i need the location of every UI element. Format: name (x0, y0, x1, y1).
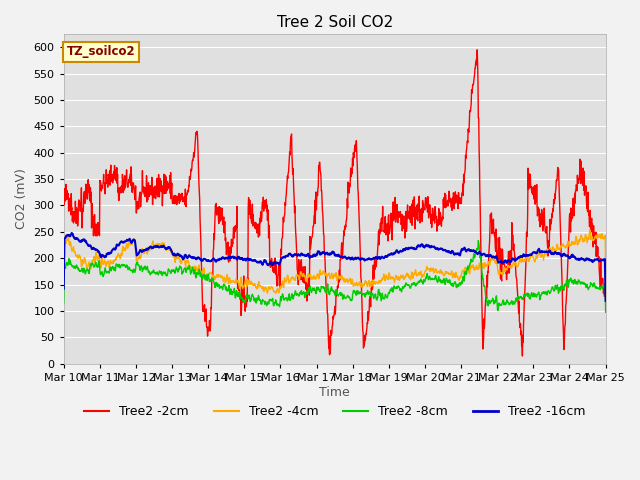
Text: TZ_soilco2: TZ_soilco2 (67, 46, 135, 59)
Title: Tree 2 Soil CO2: Tree 2 Soil CO2 (276, 15, 393, 30)
X-axis label: Time: Time (319, 385, 350, 398)
Y-axis label: CO2 (mV): CO2 (mV) (15, 168, 28, 229)
Legend: Tree2 -2cm, Tree2 -4cm, Tree2 -8cm, Tree2 -16cm: Tree2 -2cm, Tree2 -4cm, Tree2 -8cm, Tree… (79, 400, 591, 423)
